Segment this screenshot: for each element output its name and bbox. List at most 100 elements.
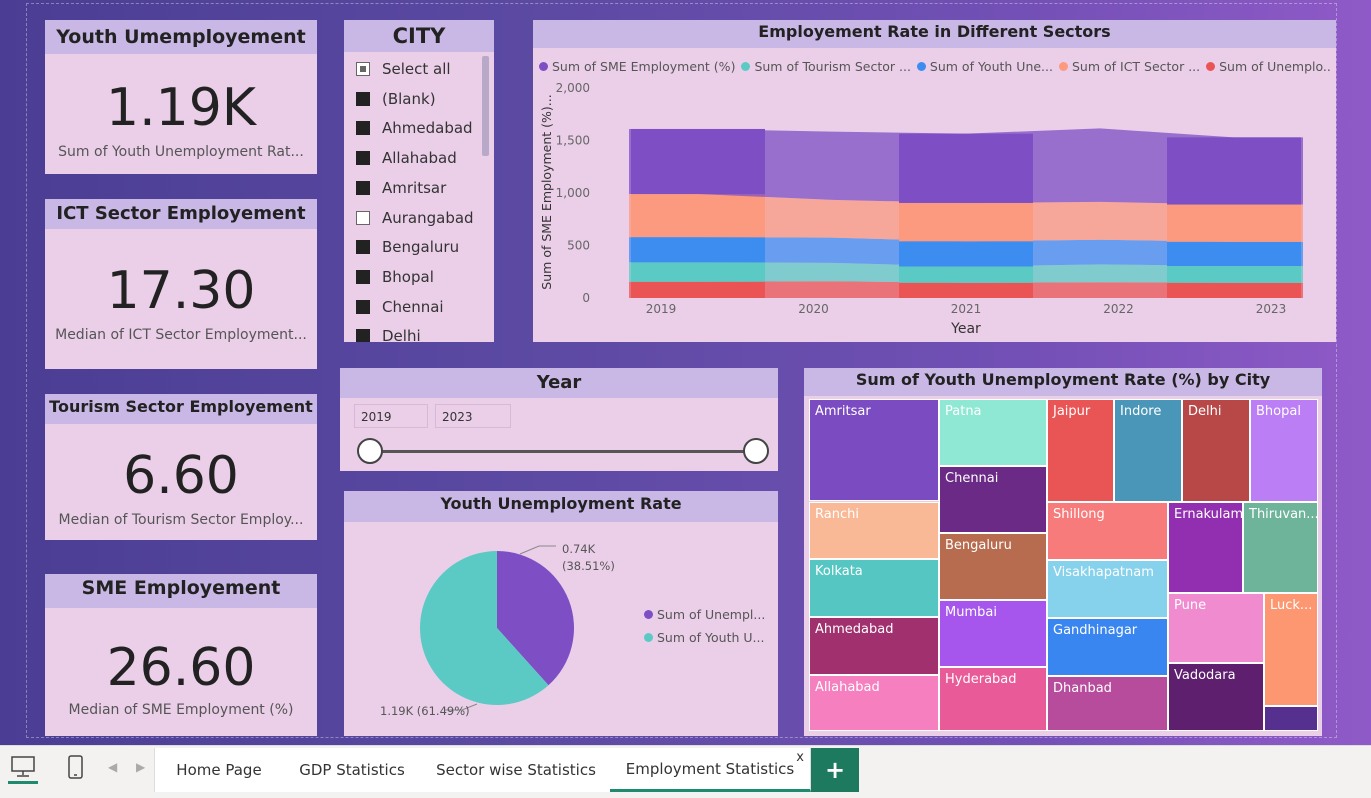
scroll-right-icon[interactable]: ▶ <box>136 760 146 774</box>
city-option[interactable]: Aurangabad <box>356 209 474 227</box>
treemap-cell[interactable]: Ahmedabad <box>809 617 939 675</box>
area-segment[interactable] <box>899 202 1033 242</box>
treemap-cell[interactable]: Luck... <box>1264 593 1318 706</box>
checkbox[interactable] <box>356 151 370 166</box>
close-tab-icon[interactable]: x <box>796 750 804 765</box>
treemap-cell[interactable]: Shillong <box>1047 502 1168 560</box>
legend-item[interactable]: Sum of Tourism Sector ... <box>741 59 911 74</box>
treemap-card[interactable]: Sum of Youth Unemployment Rate (%) by Ci… <box>804 368 1322 736</box>
y-axis-label: Sum of SME Employment (%)... <box>539 94 554 289</box>
treemap-cell[interactable]: Hyderabad <box>939 667 1047 731</box>
treemap-cell[interactable]: Delhi <box>1182 399 1250 502</box>
city-option[interactable]: Allahabad <box>356 149 457 167</box>
legend-item[interactable]: Sum of ICT Sector ... <box>1058 59 1200 74</box>
city-option[interactable]: Bhopal <box>356 268 434 286</box>
area-segment[interactable] <box>631 281 765 298</box>
tab-sector-wise-statistics[interactable]: Sector wise Statistics <box>422 748 611 792</box>
kpi-card-ict-sector[interactable]: ICT Sector Employement 17.30 Median of I… <box>45 199 317 369</box>
checkbox[interactable] <box>356 299 370 314</box>
treemap-cell[interactable]: Ranchi <box>809 502 939 559</box>
kpi-card-sme[interactable]: SME Employement 26.60 Median of SME Empl… <box>45 574 317 736</box>
area-segment[interactable] <box>899 282 1033 298</box>
checkbox[interactable] <box>356 329 370 342</box>
city-option[interactable]: Delhi <box>356 327 421 342</box>
year-slider-handle-end[interactable] <box>743 438 769 464</box>
checkbox[interactable] <box>356 121 370 136</box>
year-to-input[interactable]: 2023 <box>435 404 511 428</box>
treemap-cell[interactable]: Patna <box>939 399 1047 466</box>
treemap-cell[interactable]: Amritsar <box>809 399 939 501</box>
treemap-cell[interactable] <box>1264 706 1318 731</box>
treemap-cell[interactable]: Thiruvan... <box>1243 502 1318 593</box>
area-segment[interactable] <box>631 262 765 282</box>
checkbox[interactable] <box>356 269 370 284</box>
treemap-cell[interactable]: Bengaluru <box>939 533 1047 600</box>
legend-item[interactable]: Sum of Youth Une... <box>916 59 1053 74</box>
city-option-label: Amritsar <box>382 178 447 197</box>
treemap-cell[interactable]: Jaipur <box>1047 399 1114 502</box>
city-option[interactable]: (Blank) <box>356 90 436 108</box>
tab-home-page[interactable]: Home Page <box>154 748 284 792</box>
area-segment[interactable] <box>899 133 1033 203</box>
legend-item[interactable]: Sum of Unempl... <box>644 607 765 622</box>
checkbox[interactable] <box>356 91 370 106</box>
city-slicer[interactable]: CITY Select all (Blank) Ahmedabad Allahabad… <box>344 20 494 342</box>
treemap-cell[interactable]: Dhanbad <box>1047 676 1168 731</box>
checkbox[interactable] <box>356 210 370 225</box>
legend-item[interactable]: Sum of Unemplo... <box>1206 59 1332 74</box>
city-option[interactable]: Chennai <box>356 298 444 316</box>
city-option[interactable]: Select all <box>356 60 451 78</box>
data-label: (38.51%) <box>562 559 615 573</box>
area-chart: 0 500 1,000 1,500 2,000 2019 2020 2021 2022 2023 Y… <box>539 81 1303 337</box>
treemap-cell[interactable]: Ernakulam <box>1168 502 1243 593</box>
checkbox[interactable] <box>356 240 370 255</box>
tab-employment-statistics[interactable]: Employment Statistics x <box>610 748 811 792</box>
treemap-cell[interactable]: Kolkata <box>809 559 939 617</box>
year-slicer[interactable]: Year 2019 2023 <box>340 368 778 471</box>
area-segment[interactable] <box>1167 204 1301 242</box>
area-segment[interactable] <box>1167 282 1301 298</box>
city-option[interactable]: Amritsar <box>356 179 446 197</box>
treemap-cell[interactable]: Pune <box>1168 593 1264 663</box>
legend-item[interactable]: Sum of Youth U... <box>644 630 765 645</box>
year-slider-track[interactable] <box>370 450 756 453</box>
area-segment[interactable] <box>899 241 1033 267</box>
legend-item[interactable]: Sum of SME Employment (%) <box>539 59 735 74</box>
treemap-cell[interactable]: Indore <box>1114 399 1182 502</box>
area-chart-card[interactable]: Employement Rate in Different Sectors Su… <box>533 20 1336 342</box>
tab-label: Sector wise Statistics <box>436 761 596 779</box>
scroll-left-icon[interactable]: ◀ <box>108 760 118 774</box>
area-segment[interactable] <box>1167 137 1301 205</box>
pie-slice[interactable] <box>419 551 549 705</box>
pie-slice[interactable] <box>497 551 574 686</box>
checkbox[interactable] <box>356 62 370 76</box>
treemap-cell[interactable]: Mumbai <box>939 600 1047 667</box>
treemap-cell[interactable]: Vadodara <box>1168 663 1264 731</box>
treemap-cell[interactable]: Visakhapatnam <box>1047 560 1168 618</box>
year-from-input[interactable]: 2019 <box>354 404 428 428</box>
data-label: 0.74K <box>562 542 596 556</box>
city-option[interactable]: Ahmedabad <box>356 119 473 137</box>
mobile-view-icon[interactable] <box>66 754 86 784</box>
city-option[interactable]: Bengaluru <box>356 238 459 256</box>
treemap-cell[interactable]: Bhopal <box>1250 399 1318 502</box>
year-slider-handle-start[interactable] <box>357 438 383 464</box>
desktop-view-icon[interactable] <box>8 754 38 784</box>
area-segment[interactable] <box>1167 265 1301 283</box>
checkbox[interactable] <box>356 180 370 195</box>
area-segment[interactable] <box>899 266 1033 283</box>
tab-gdp-statistics[interactable]: GDP Statistics <box>282 748 423 792</box>
area-segment[interactable] <box>631 237 765 263</box>
pie-chart-card[interactable]: Youth Unemployment Rate 0.74K (38.51%) 1.1… <box>344 491 778 736</box>
kpi-card-tourism-sector[interactable]: Tourism Sector Employement 6.60 Median o… <box>45 394 317 540</box>
area-segment[interactable] <box>631 194 765 238</box>
treemap-cell[interactable]: Allahabad <box>809 675 939 731</box>
treemap-cell[interactable]: Gandhinagar <box>1047 618 1168 676</box>
area-segment[interactable] <box>1167 241 1301 266</box>
area-segment[interactable] <box>631 128 765 195</box>
treemap-cell[interactable]: Chennai <box>939 466 1047 533</box>
slicer-scrollbar[interactable] <box>482 56 489 156</box>
kpi-card-youth-unemployment[interactable]: Youth Umemployement 1.19K Sum of Youth U… <box>45 20 317 174</box>
add-page-button[interactable]: + <box>811 748 859 792</box>
report-canvas: Youth Umemployement 1.19K Sum of Youth U… <box>0 0 1371 745</box>
